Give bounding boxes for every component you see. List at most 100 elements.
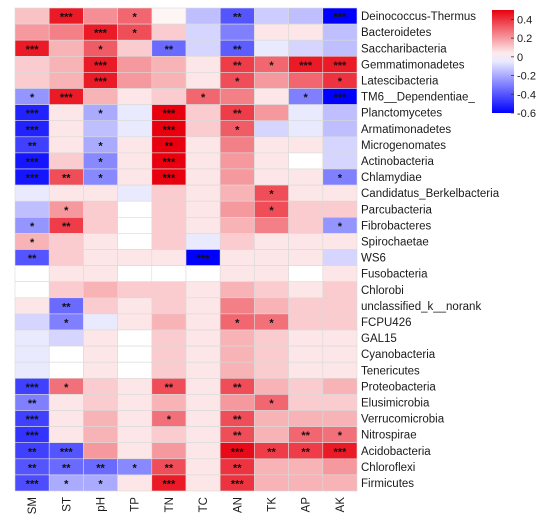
heatmap-cell <box>117 136 153 154</box>
heatmap-cell <box>151 394 187 411</box>
heatmap-cell <box>117 442 153 460</box>
significance-mark: * <box>98 173 103 185</box>
heatmap-cell <box>151 361 187 379</box>
heatmap-cell <box>322 377 358 395</box>
heatmap-cell <box>254 329 289 347</box>
heatmap-cell <box>254 217 289 234</box>
heatmap-cell <box>117 168 153 186</box>
significance-mark: * <box>269 205 274 217</box>
column-label: TP <box>130 497 142 512</box>
heatmap-cell <box>48 55 84 73</box>
significance-mark: * <box>98 140 103 152</box>
heatmap-cell <box>48 281 84 299</box>
heatmap-cell <box>185 72 221 89</box>
significance-mark: ** <box>62 301 71 313</box>
heatmap-cells <box>14 7 358 492</box>
heatmap-cell <box>254 7 289 25</box>
heatmap-cell <box>48 233 84 250</box>
significance-mark: *** <box>231 478 245 490</box>
significance-mark: * <box>235 76 240 88</box>
significance-mark: *** <box>26 414 40 426</box>
heatmap-cell <box>117 474 153 492</box>
significance-mark: *** <box>162 156 176 168</box>
heatmap-cell <box>219 394 255 411</box>
heatmap-cell <box>83 120 118 138</box>
row-label: Proteobacteria <box>361 381 436 393</box>
significance-mark: *** <box>26 478 40 490</box>
significance-mark: * <box>98 44 103 56</box>
heatmap-cell <box>151 233 187 250</box>
row-label: Verrucomicrobia <box>361 414 445 426</box>
heatmap-cell <box>185 200 221 218</box>
row-labels: Deinococcus-Thermus Bacteroidetes Sacchari… <box>361 11 500 490</box>
colorbar-tick-label: 0.4 <box>517 14 532 26</box>
heatmap-cell <box>14 72 50 89</box>
significance-mark: *** <box>299 60 313 72</box>
heatmap-cell <box>254 458 289 476</box>
heatmap-cell <box>288 329 324 347</box>
heatmap-cell <box>219 345 255 363</box>
heatmap-cell <box>14 184 50 202</box>
heatmap-cell <box>254 233 289 250</box>
heatmap-cell <box>151 200 187 218</box>
significance-mark: *** <box>60 92 74 104</box>
significance-mark: * <box>235 124 240 136</box>
significance-mark: *** <box>162 124 176 136</box>
heatmap-cell <box>14 329 50 347</box>
heatmap-cell <box>322 23 358 41</box>
row-label: Chloroflexi <box>361 462 415 474</box>
heatmap-cell <box>288 217 324 234</box>
heatmap-cell <box>185 281 221 299</box>
significance-mark: * <box>167 414 172 426</box>
heatmap-cell <box>219 136 255 154</box>
heatmap-cell <box>14 361 50 379</box>
heatmap-cell <box>151 265 187 283</box>
significance-mark: *** <box>333 446 347 458</box>
heatmap-cell <box>117 152 153 170</box>
heatmap-cell <box>254 39 289 57</box>
row-label: Tenericutes <box>361 365 420 377</box>
heatmap-cell <box>151 313 187 331</box>
heatmap-cell <box>151 217 187 234</box>
heatmap-cell <box>219 281 255 299</box>
heatmap-cell <box>151 72 187 89</box>
heatmap-cell <box>151 7 187 25</box>
colorbar-tick-label: 0 <box>517 52 523 64</box>
heatmap-cell <box>83 200 118 218</box>
significance-mark: * <box>133 28 138 40</box>
significance-mark: * <box>98 156 103 168</box>
heatmap-cell <box>254 120 289 138</box>
heatmap-cell <box>185 361 221 379</box>
heatmap-cell <box>219 200 255 218</box>
significance-mark: *** <box>26 44 40 56</box>
heatmap-cell <box>219 23 255 41</box>
significance-mark: * <box>98 108 103 120</box>
significance-mark: ** <box>28 140 37 152</box>
heatmap-cell <box>185 39 221 57</box>
heatmap-cell <box>254 104 289 121</box>
heatmap-cell <box>117 297 153 315</box>
row-label: FCPU426 <box>361 317 412 329</box>
significance-mark: *** <box>26 382 40 394</box>
significance-mark: * <box>338 430 343 442</box>
significance-mark: * <box>235 317 240 329</box>
heatmap-cell <box>322 313 358 331</box>
heatmap-cell <box>322 281 358 299</box>
heatmap-cell <box>322 361 358 379</box>
significance-mark: * <box>269 60 274 72</box>
row-label: Firmicutes <box>361 478 414 490</box>
heatmap-cell <box>185 217 221 234</box>
heatmap-cell <box>185 152 221 170</box>
heatmap-cell <box>219 297 255 315</box>
heatmap-cell <box>254 168 289 186</box>
heatmap-cell <box>254 410 289 427</box>
significance-mark: * <box>64 317 69 329</box>
heatmap-cell <box>117 184 153 202</box>
significance-mark: * <box>64 478 69 490</box>
significance-mark: *** <box>333 12 347 24</box>
heatmap-cell <box>185 23 221 41</box>
heatmap-cell <box>151 184 187 202</box>
significance-mark: *** <box>162 173 176 185</box>
heatmap-cell <box>219 233 255 250</box>
row-label: Cyanobacteria <box>361 349 436 361</box>
